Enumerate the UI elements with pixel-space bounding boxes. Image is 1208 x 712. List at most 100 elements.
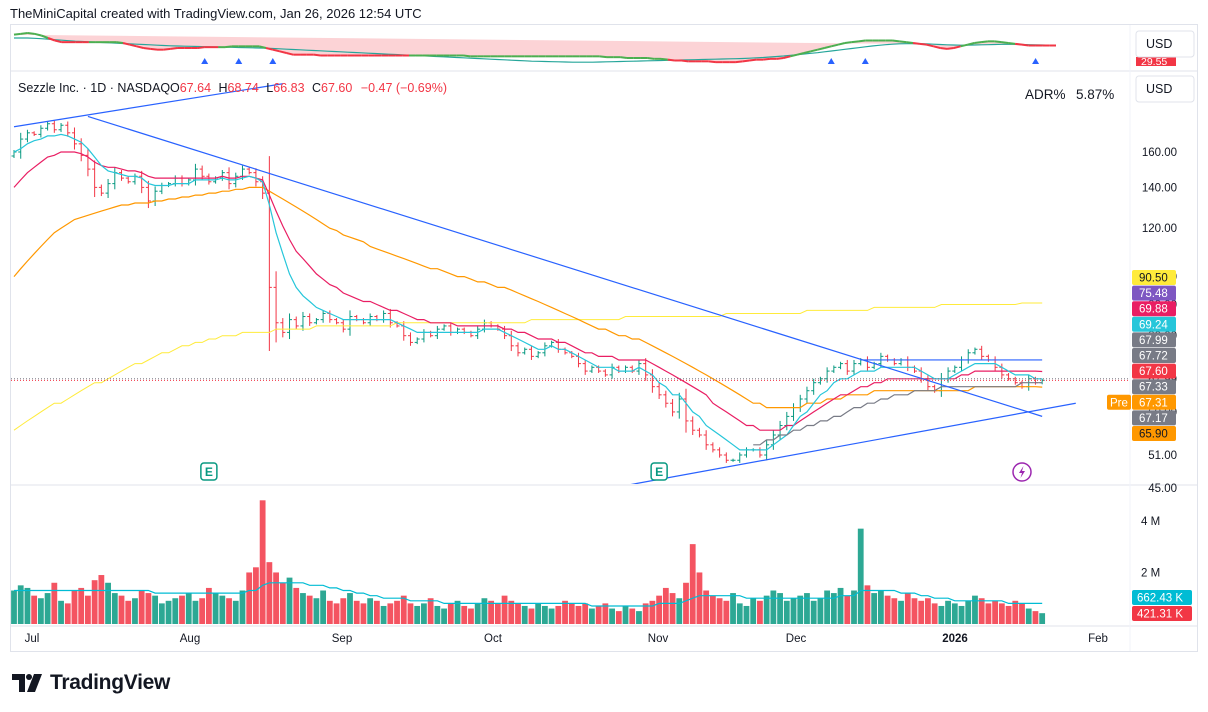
volume-bar bbox=[373, 600, 380, 624]
legend-close-value: 67.60 bbox=[321, 81, 352, 95]
candle bbox=[784, 411, 790, 431]
price-badge-purple[interactable]: 75.48 bbox=[1132, 285, 1176, 301]
volume-bar bbox=[125, 600, 132, 624]
candle bbox=[891, 358, 897, 366]
currency-button-top[interactable]: USD bbox=[1135, 30, 1195, 58]
price-badge-prev_close[interactable]: 67.99 bbox=[1132, 332, 1176, 348]
price-badge-value: 67.60 bbox=[1139, 366, 1168, 378]
oscillator-segment bbox=[681, 59, 689, 63]
volume-bar bbox=[192, 600, 199, 624]
price-badge-vwap_lower[interactable]: 67.33 bbox=[1132, 379, 1176, 395]
volume-bar bbox=[347, 593, 353, 624]
oscillator-segment bbox=[197, 46, 205, 49]
oscillator-signal-marker-icon bbox=[827, 58, 835, 64]
volume-bar bbox=[1005, 605, 1012, 624]
oscillator-segment bbox=[810, 48, 818, 53]
legend-change: −0.47 (−0.69%) bbox=[361, 81, 447, 95]
candle bbox=[119, 169, 125, 181]
earnings-icon-letter: E bbox=[655, 465, 663, 479]
volume-bar bbox=[51, 582, 58, 624]
volume-bar bbox=[521, 605, 528, 624]
oscillator-value-badge[interactable]: 29.55 bbox=[1136, 56, 1176, 68]
oscillator-segment bbox=[163, 47, 171, 51]
time-axis-label: Dec bbox=[786, 633, 807, 645]
candle bbox=[441, 324, 447, 331]
earnings-icon[interactable]: E bbox=[200, 462, 218, 481]
oscillator-segment bbox=[946, 47, 954, 50]
volume-bar bbox=[132, 598, 138, 624]
oscillator-segment bbox=[817, 47, 825, 51]
volume-bar bbox=[736, 603, 743, 624]
volume-bar bbox=[232, 600, 239, 624]
oscillator-segment bbox=[150, 47, 158, 51]
trendline-early-channel[interactable] bbox=[13, 83, 283, 128]
price-badge-bg bbox=[1132, 332, 1176, 348]
volume-bar bbox=[226, 598, 232, 624]
oscillator-segment bbox=[647, 57, 655, 60]
volume-bar bbox=[810, 600, 817, 624]
price-badge-bg bbox=[1132, 410, 1176, 426]
volume-bar bbox=[965, 600, 972, 624]
price-badge-vwap[interactable]: 67.72 bbox=[1132, 348, 1176, 363]
trendline-upper-descending[interactable] bbox=[87, 115, 1043, 417]
currency-button-main[interactable]: USD bbox=[1135, 75, 1195, 103]
price-badge-ema_fast[interactable]: 69.24 bbox=[1132, 316, 1176, 332]
candle bbox=[1019, 380, 1025, 389]
price-badge-ema_slow[interactable]: 65.90 bbox=[1132, 426, 1176, 441]
candle bbox=[905, 356, 911, 372]
earnings-icon-letter: E bbox=[205, 465, 213, 479]
volume-bar bbox=[770, 590, 777, 624]
candle bbox=[273, 271, 279, 343]
ema-slow-line bbox=[13, 186, 1043, 409]
candle bbox=[414, 337, 420, 345]
price-badge-pre[interactable]: 67.31 Pre bbox=[1107, 394, 1176, 410]
oscillator-signal-marker-icon bbox=[1032, 58, 1040, 64]
volume-bar bbox=[864, 585, 871, 624]
volume-bar bbox=[64, 603, 71, 624]
price-badge-sma_long[interactable]: 90.50 bbox=[1132, 270, 1176, 285]
price-badge-bg bbox=[1132, 426, 1176, 441]
volume-bar bbox=[871, 593, 878, 624]
candle bbox=[602, 369, 608, 377]
volume-bar bbox=[145, 593, 152, 624]
earnings-icon[interactable]: E bbox=[650, 462, 668, 481]
dividend-icon[interactable] bbox=[1012, 462, 1032, 482]
price-badge-ema_mid[interactable]: 69.88 bbox=[1132, 301, 1176, 317]
volume-bar bbox=[804, 593, 810, 624]
legend-high-label: H bbox=[219, 81, 228, 95]
volume-bar bbox=[716, 598, 723, 624]
candle bbox=[952, 365, 958, 373]
candle bbox=[945, 367, 951, 383]
volume-ma-badge[interactable]: 662.43 K bbox=[1132, 590, 1192, 605]
volume-bar bbox=[44, 593, 51, 624]
oscillator-segment bbox=[40, 34, 49, 39]
oscillator-segment bbox=[47, 37, 56, 42]
candle bbox=[159, 182, 165, 195]
candle bbox=[932, 384, 938, 393]
legend-symbol[interactable]: Sezzle Inc. · 1D · NASDAQ bbox=[18, 81, 170, 95]
oscillator-segment bbox=[313, 53, 321, 57]
candle bbox=[300, 311, 306, 331]
volume-bar bbox=[111, 593, 118, 624]
volume-bar bbox=[857, 528, 864, 624]
candle bbox=[696, 427, 702, 438]
price-badge-value: 67.31 bbox=[1139, 397, 1168, 409]
candle bbox=[461, 327, 467, 335]
last-volume-badge[interactable]: 421.31 K bbox=[1132, 606, 1192, 621]
oscillator-segment bbox=[272, 48, 280, 53]
candle bbox=[979, 345, 985, 360]
volume-bar bbox=[515, 603, 521, 624]
price-axis-label: 120.00 bbox=[1142, 223, 1177, 235]
oscillator-segment bbox=[906, 41, 914, 44]
candle bbox=[864, 356, 870, 372]
price-badge-last[interactable]: 67.60 bbox=[1132, 363, 1176, 379]
candle bbox=[145, 180, 151, 209]
candle bbox=[723, 452, 729, 463]
candle bbox=[717, 447, 723, 458]
legend-low-value: 66.83 bbox=[273, 81, 304, 95]
candle bbox=[179, 175, 185, 187]
price-badge-vwap_2[interactable]: 67.17 bbox=[1132, 410, 1176, 426]
candle bbox=[649, 369, 655, 393]
